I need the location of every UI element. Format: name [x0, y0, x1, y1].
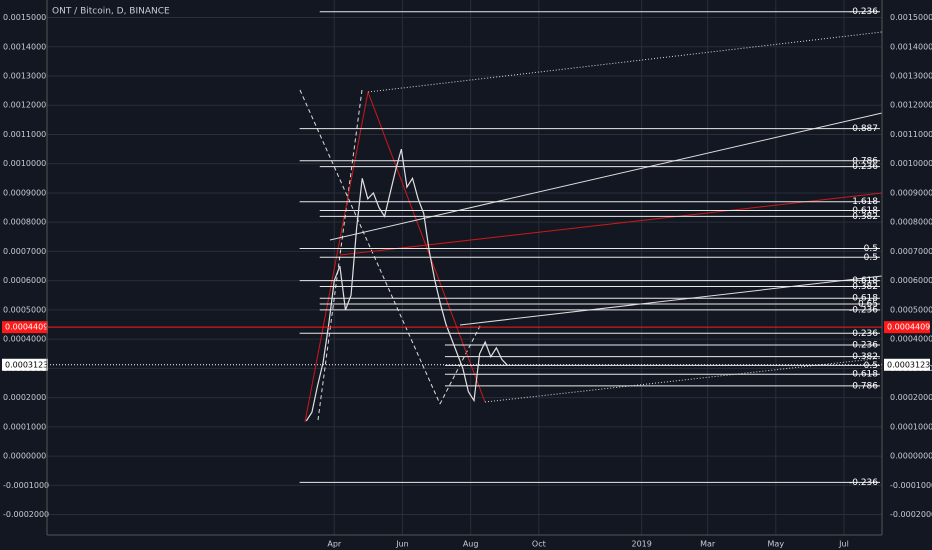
- y-tick-label-right: 0.0004000: [890, 335, 932, 344]
- fib-level-label: -0.236: [849, 478, 878, 488]
- fib-level-label: 0.618: [852, 370, 878, 380]
- fib-level-label: 0.382: [852, 212, 878, 222]
- y-tick-label: 0.0015000: [3, 13, 46, 22]
- x-tick-label: May: [768, 540, 785, 549]
- trend-line: [339, 192, 883, 256]
- trend-line: [484, 357, 883, 403]
- y-tick-label-right: 0.0008000: [890, 218, 932, 227]
- y-tick-label-right: 0.0007000: [890, 247, 932, 256]
- y-tick-label: 0.0001000: [3, 422, 46, 431]
- fib-level-label: 0.5: [864, 253, 878, 263]
- fib-level-label: 0.786: [852, 381, 878, 391]
- price-label-right: 0.0004409: [887, 323, 930, 332]
- grid: 0.0015000 0.0015000 0.0014000 0.0014000 0.00…: [3, 0, 932, 549]
- fib-levels: -0.2360.8870.7860.2361.6180.6180.3820.50…: [299, 7, 880, 488]
- x-tick-label: Apr: [327, 540, 342, 549]
- y-tick-label-right: 0.0015000: [890, 13, 932, 22]
- fib-level-label: 0.887: [852, 124, 878, 134]
- y-tick-label: 0.0002000: [3, 393, 46, 402]
- y-tick-label-right: 0.0006000: [890, 276, 932, 285]
- y-tick-label-right: 0.0009000: [890, 188, 932, 197]
- fib-level-label: -0.236: [849, 305, 878, 315]
- fib-level-label: 0.618: [852, 294, 878, 304]
- fib-level-label: 0.618: [852, 276, 878, 286]
- price-label-right-box: [884, 321, 930, 334]
- price-label-left: 0.0004409: [5, 323, 48, 332]
- price-label-left: 0.0003123: [5, 360, 48, 369]
- x-tick-label: 2019: [631, 540, 651, 549]
- price-label-left-box: [2, 358, 48, 371]
- x-tick-label: Mar: [700, 540, 716, 549]
- y-tick-label: 0.0006000: [3, 276, 46, 285]
- price-label-right: 0.0003123: [887, 360, 930, 369]
- trend-line: [367, 31, 883, 93]
- y-tick-label: 0.0013000: [3, 72, 46, 81]
- price-label-left-box: [2, 321, 48, 334]
- trend-line: [299, 89, 441, 405]
- price: 0.0004409 0.0004409 0.0003123 0.0003123: [2, 148, 930, 422]
- y-tick-label: 0.0008000: [3, 218, 46, 227]
- fib-level-label: 0.5: [864, 244, 878, 254]
- y-tick-label: 0.0000000: [3, 452, 46, 461]
- y-tick-label-right: 0.0014000: [890, 42, 932, 51]
- price-line: [305, 148, 508, 422]
- y-tick-label-right: 0.0005000: [890, 305, 932, 314]
- price-label-right-box: [884, 358, 930, 371]
- fib-level-label: -0.236: [849, 7, 878, 17]
- y-tick-label-right: 0.0000000: [890, 452, 932, 461]
- fib-level-label: 0.65: [858, 300, 878, 310]
- fib-level-label: 0.236: [852, 340, 878, 350]
- fib-level-label: 0.5: [864, 361, 878, 371]
- y-tick-label-right: 0.0011000: [890, 130, 932, 139]
- y-tick-label-right: -0.0002000: [890, 510, 932, 519]
- fib-level-label: 0.236: [852, 162, 878, 172]
- y-tick-label-right: 0.0002000: [890, 393, 932, 402]
- fib-level-label: 0.382: [852, 282, 878, 292]
- y-tick-label: -0.0002000: [3, 510, 49, 519]
- x-tick-label: Aug: [463, 540, 479, 549]
- chart-title: ONT / Bitcoin, D, BINANCE: [52, 7, 170, 17]
- y-tick-label-right: 0.0012000: [890, 101, 932, 110]
- y-tick-label: 0.0007000: [3, 247, 46, 256]
- trend-line: [459, 275, 883, 326]
- y-tick-label: 0.0005000: [3, 305, 46, 314]
- fib-level-label: 0.786: [852, 156, 878, 166]
- y-tick-label-right: 0.0010000: [890, 159, 932, 168]
- y-tick-label-right: 0.0013000: [890, 72, 932, 81]
- fib-level-label: 0.236: [852, 329, 878, 339]
- trend-line: [329, 112, 883, 241]
- y-tick-label: 0.0011000: [3, 130, 46, 139]
- drawings: [299, 31, 883, 423]
- fib-level-label: 1.618: [852, 197, 878, 207]
- y-tick-label: 0.0009000: [3, 188, 46, 197]
- x-tick-label: Jul: [838, 540, 849, 549]
- y-tick-label: 0.0004000: [3, 335, 46, 344]
- trend-line: [367, 91, 486, 403]
- fib-level-label: 0.618: [852, 206, 878, 216]
- x-tick-label: Oct: [532, 540, 546, 549]
- x-tick-label: Jun: [395, 540, 409, 549]
- y-tick-label: -0.0001000: [3, 481, 49, 490]
- y-tick-label: 0.0014000: [3, 42, 46, 51]
- y-tick-label: 0.0012000: [3, 101, 46, 110]
- y-tick-label-right: -0.0001000: [890, 481, 932, 490]
- y-tick-label: 0.0010000: [3, 159, 46, 168]
- y-tick-label-right: 0.0001000: [890, 422, 932, 431]
- fib-level-label: 0.382: [852, 352, 878, 362]
